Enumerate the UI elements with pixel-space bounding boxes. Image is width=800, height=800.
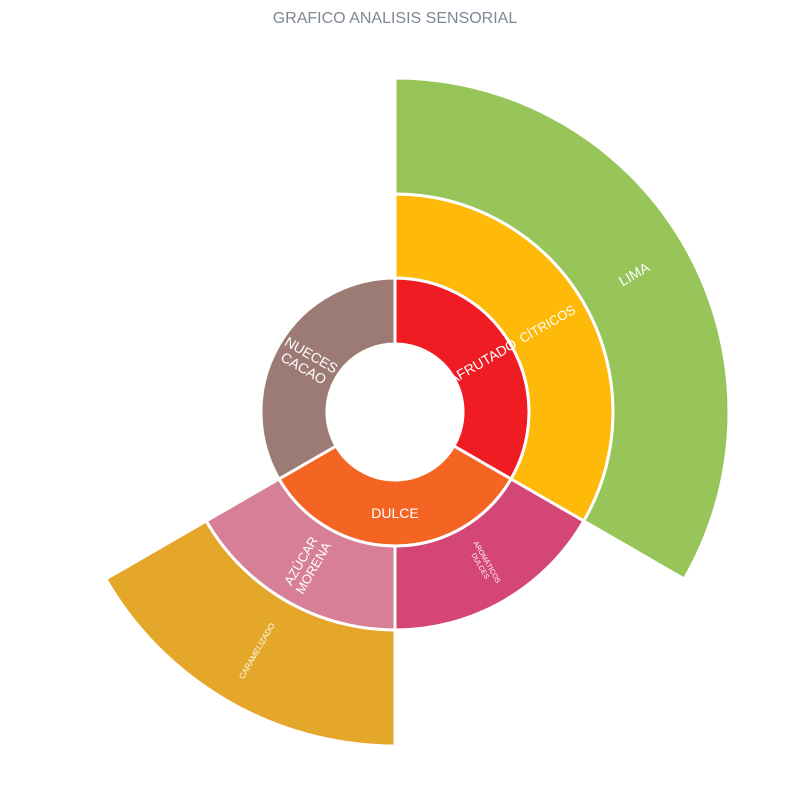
chart-title: GRAFICO ANALISIS SENSORIAL — [272, 10, 518, 27]
segment-lima[interactable] — [393, 76, 731, 582]
label-dulce: DULCE — [371, 505, 418, 521]
segment-nueces-cacao[interactable] — [259, 276, 397, 482]
segment-caramelizado[interactable] — [103, 518, 397, 748]
label-group-dulce: DULCE — [371, 505, 418, 521]
